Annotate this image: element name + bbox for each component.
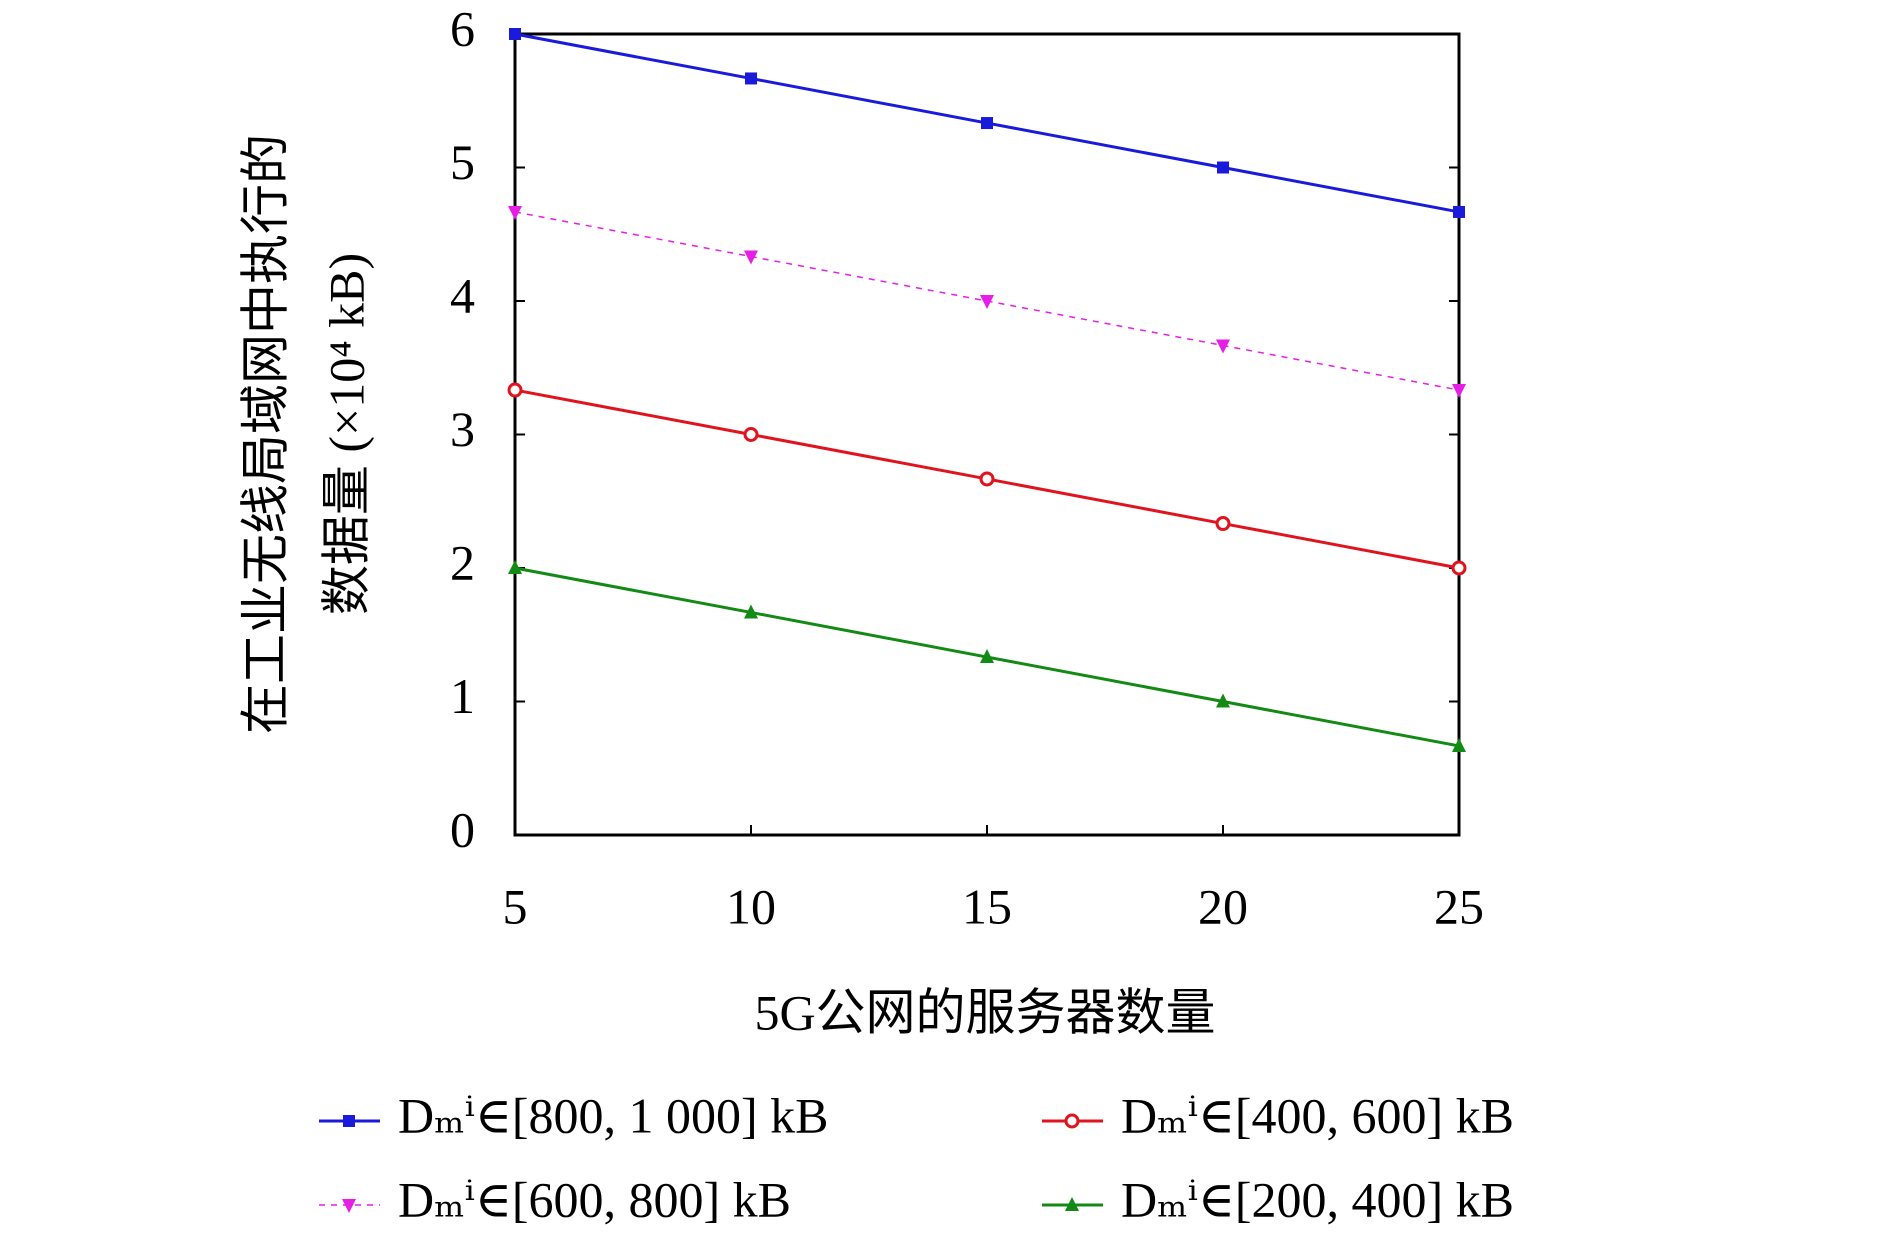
x-tick-label: 15: [962, 878, 1012, 934]
y-axis-label: 数据量 (×10⁴ kB): [318, 253, 374, 615]
x-tick-label: 5: [503, 878, 528, 934]
x-axis-label: 5G公网的服务器数量: [754, 984, 1215, 1040]
legend-label: Dₘⁱ∈[200, 400] kB: [1121, 1171, 1514, 1227]
y-tick-label: 2: [450, 534, 475, 590]
marker: [1452, 737, 1466, 752]
x-tick-label: 25: [1434, 878, 1484, 934]
marker: [1452, 384, 1466, 399]
marker: [508, 205, 522, 220]
marker: [1064, 1113, 1080, 1129]
marker: [980, 295, 994, 309]
marker: [509, 28, 521, 40]
y-tick-label: 3: [450, 401, 475, 457]
y-axis-label: 在工业无线局域网中执行的: [237, 134, 293, 734]
marker: [744, 604, 758, 619]
marker: [1451, 560, 1467, 576]
marker: [1215, 516, 1231, 532]
marker: [342, 1199, 356, 1213]
marker: [745, 72, 757, 85]
marker: [343, 1115, 355, 1127]
marker: [508, 560, 522, 574]
legend-label: Dₘⁱ∈[400, 600] kB: [1121, 1087, 1514, 1143]
x-tick-label: 20: [1198, 878, 1248, 934]
y-tick-label: 4: [450, 267, 475, 323]
y-tick-label: 6: [450, 0, 475, 56]
marker: [743, 427, 759, 442]
marker: [1217, 161, 1229, 174]
plot-frame: [513, 32, 1461, 837]
marker: [979, 471, 995, 487]
marker: [507, 382, 523, 398]
marker: [1065, 1197, 1079, 1211]
y-tick-label: 1: [450, 668, 475, 724]
marker: [1453, 205, 1465, 218]
x-tick-label: 10: [726, 878, 776, 934]
marker: [744, 250, 758, 265]
y-tick-label: 0: [450, 801, 475, 857]
marker: [1216, 693, 1230, 708]
marker: [981, 117, 993, 130]
legend-label: Dₘⁱ∈[600, 800] kB: [398, 1171, 791, 1227]
legend-label: Dₘⁱ∈[800, 1 000] kB: [398, 1087, 829, 1143]
y-tick-label: 5: [450, 134, 475, 190]
marker: [1216, 339, 1230, 354]
marker: [980, 649, 994, 664]
